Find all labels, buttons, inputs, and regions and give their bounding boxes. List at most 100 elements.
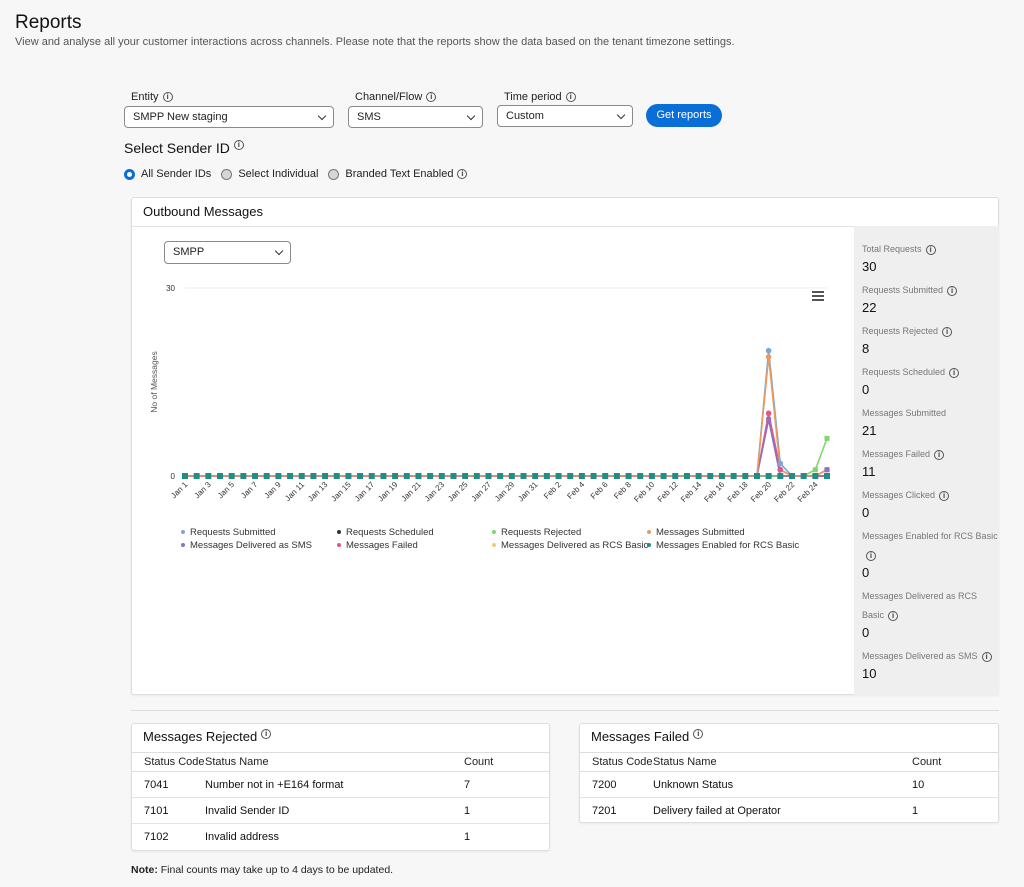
data-point [333,473,340,479]
failed-title: Messages Failed i [580,724,998,752]
data-point [380,473,387,479]
data-point [765,410,772,417]
info-icon[interactable]: i [693,728,704,739]
data-point [765,473,772,479]
data-point [427,473,434,479]
stat-value: 0 [862,382,870,397]
column-header: Status Code [132,752,205,772]
x-tick-label: Feb 10 [632,480,656,504]
protocol-select[interactable]: SMPP [164,241,291,264]
data-point [310,473,317,479]
legend-label: Messages Delivered as SMS [190,540,312,551]
data-point [648,473,655,479]
count: 1 [912,804,919,817]
info-icon[interactable]: i [457,169,468,179]
x-tick-label: Jan 3 [193,480,214,501]
info-icon[interactable]: i [426,92,437,103]
data-point [485,473,492,479]
data-point [228,473,235,479]
info-icon[interactable]: i [233,140,244,151]
legend-item[interactable]: Messages Submitted [647,527,745,538]
x-tick-label: Jan 29 [493,480,517,504]
info-icon[interactable]: i [949,367,960,378]
info-icon[interactable]: i [261,728,272,739]
legend-item[interactable]: Messages Delivered as SMS [181,540,312,551]
stat-value: 0 [862,505,870,520]
info-icon[interactable]: i [934,449,945,460]
x-tick-label: Feb 24 [796,480,820,504]
info-icon[interactable]: i [925,244,936,255]
channel-label: Channel/Flow i [355,91,437,103]
info-icon[interactable]: i [162,92,173,103]
series-line [185,413,827,477]
data-point [718,473,725,479]
data-point [613,473,620,479]
legend-label: Requests Scheduled [346,527,434,538]
data-point [252,473,259,479]
radio-select-individual[interactable]: Select Individual [221,168,318,180]
data-point [742,473,749,479]
info-icon[interactable]: i [888,610,899,621]
status-name: Delivery failed at Operator [653,804,781,817]
radio-all-sender-ids[interactable]: All Sender IDs [124,168,211,180]
series-line [185,350,827,477]
data-point [590,473,597,479]
x-tick-label: Jan 5 [216,480,237,501]
column-header: Status Code [580,752,653,772]
data-point [824,467,830,473]
legend-label: Messages Submitted [656,527,745,538]
legend-item[interactable]: Messages Enabled for RCS Basic [647,540,799,551]
data-point [695,473,702,479]
x-tick-label: Feb 2 [542,480,563,501]
channel-select[interactable]: SMS [348,106,483,128]
data-point [800,473,807,479]
data-point [777,460,784,467]
page-subtitle: View and analyse all your customer inter… [15,36,735,48]
chart-menu-icon[interactable] [812,291,824,303]
legend-item[interactable]: Requests Scheduled [337,527,434,538]
info-icon[interactable]: i [981,651,992,662]
messages-failed-card: Messages Failed i Status Code Status Name… [579,723,999,823]
data-point [637,473,644,479]
x-tick-label: Feb 8 [612,480,633,501]
legend-item[interactable]: Requests Submitted [181,527,276,538]
data-point [322,473,329,479]
stat-label: Messages Delivered as SMS i [862,647,999,666]
page-title: Reports [15,12,82,33]
status-code: 7102 [144,830,169,843]
status-code: 7041 [132,771,205,798]
x-tick-label: Feb 4 [565,480,586,501]
series-line [185,419,828,477]
time-period-select[interactable]: Custom [497,105,633,127]
info-icon[interactable]: i [947,285,958,296]
x-tick-label: Feb 20 [749,480,773,504]
legend-item[interactable]: Requests Rejected [492,527,581,538]
legend-label: Messages Enabled for RCS Basic [656,540,800,551]
info-icon[interactable]: i [866,550,876,561]
stat-value: 30 [862,259,877,274]
table-row: 7101 Invalid Sender ID 1 [132,797,549,824]
get-reports-button[interactable]: Get reports [646,104,722,127]
data-point [193,473,200,479]
data-point [824,435,830,441]
data-point [345,473,352,479]
radio-branded-text[interactable]: Branded Text Enabled i [328,168,468,180]
data-point [777,473,784,479]
legend-item[interactable]: Messages Delivered as RCS Basic [492,540,648,551]
entity-select[interactable]: SMPP New staging [124,106,334,128]
info-icon[interactable]: i [942,326,953,337]
info-icon[interactable]: i [565,92,576,103]
stat-label: Requests Rejected i [862,322,999,341]
data-point [777,466,784,473]
messages-rejected-card: Messages Rejected i Status Code Status Na… [131,723,550,851]
data-point [660,473,667,479]
data-point [415,473,422,479]
info-icon[interactable]: i [939,490,950,501]
x-tick-label: Feb 6 [589,480,610,501]
legend-item[interactable]: Messages Failed [337,540,418,551]
stat-label: Requests Scheduled i [862,363,999,382]
legend-marker-icon [181,543,185,548]
chevron-down-icon [317,111,327,121]
x-tick-label: Jan 27 [470,480,494,504]
